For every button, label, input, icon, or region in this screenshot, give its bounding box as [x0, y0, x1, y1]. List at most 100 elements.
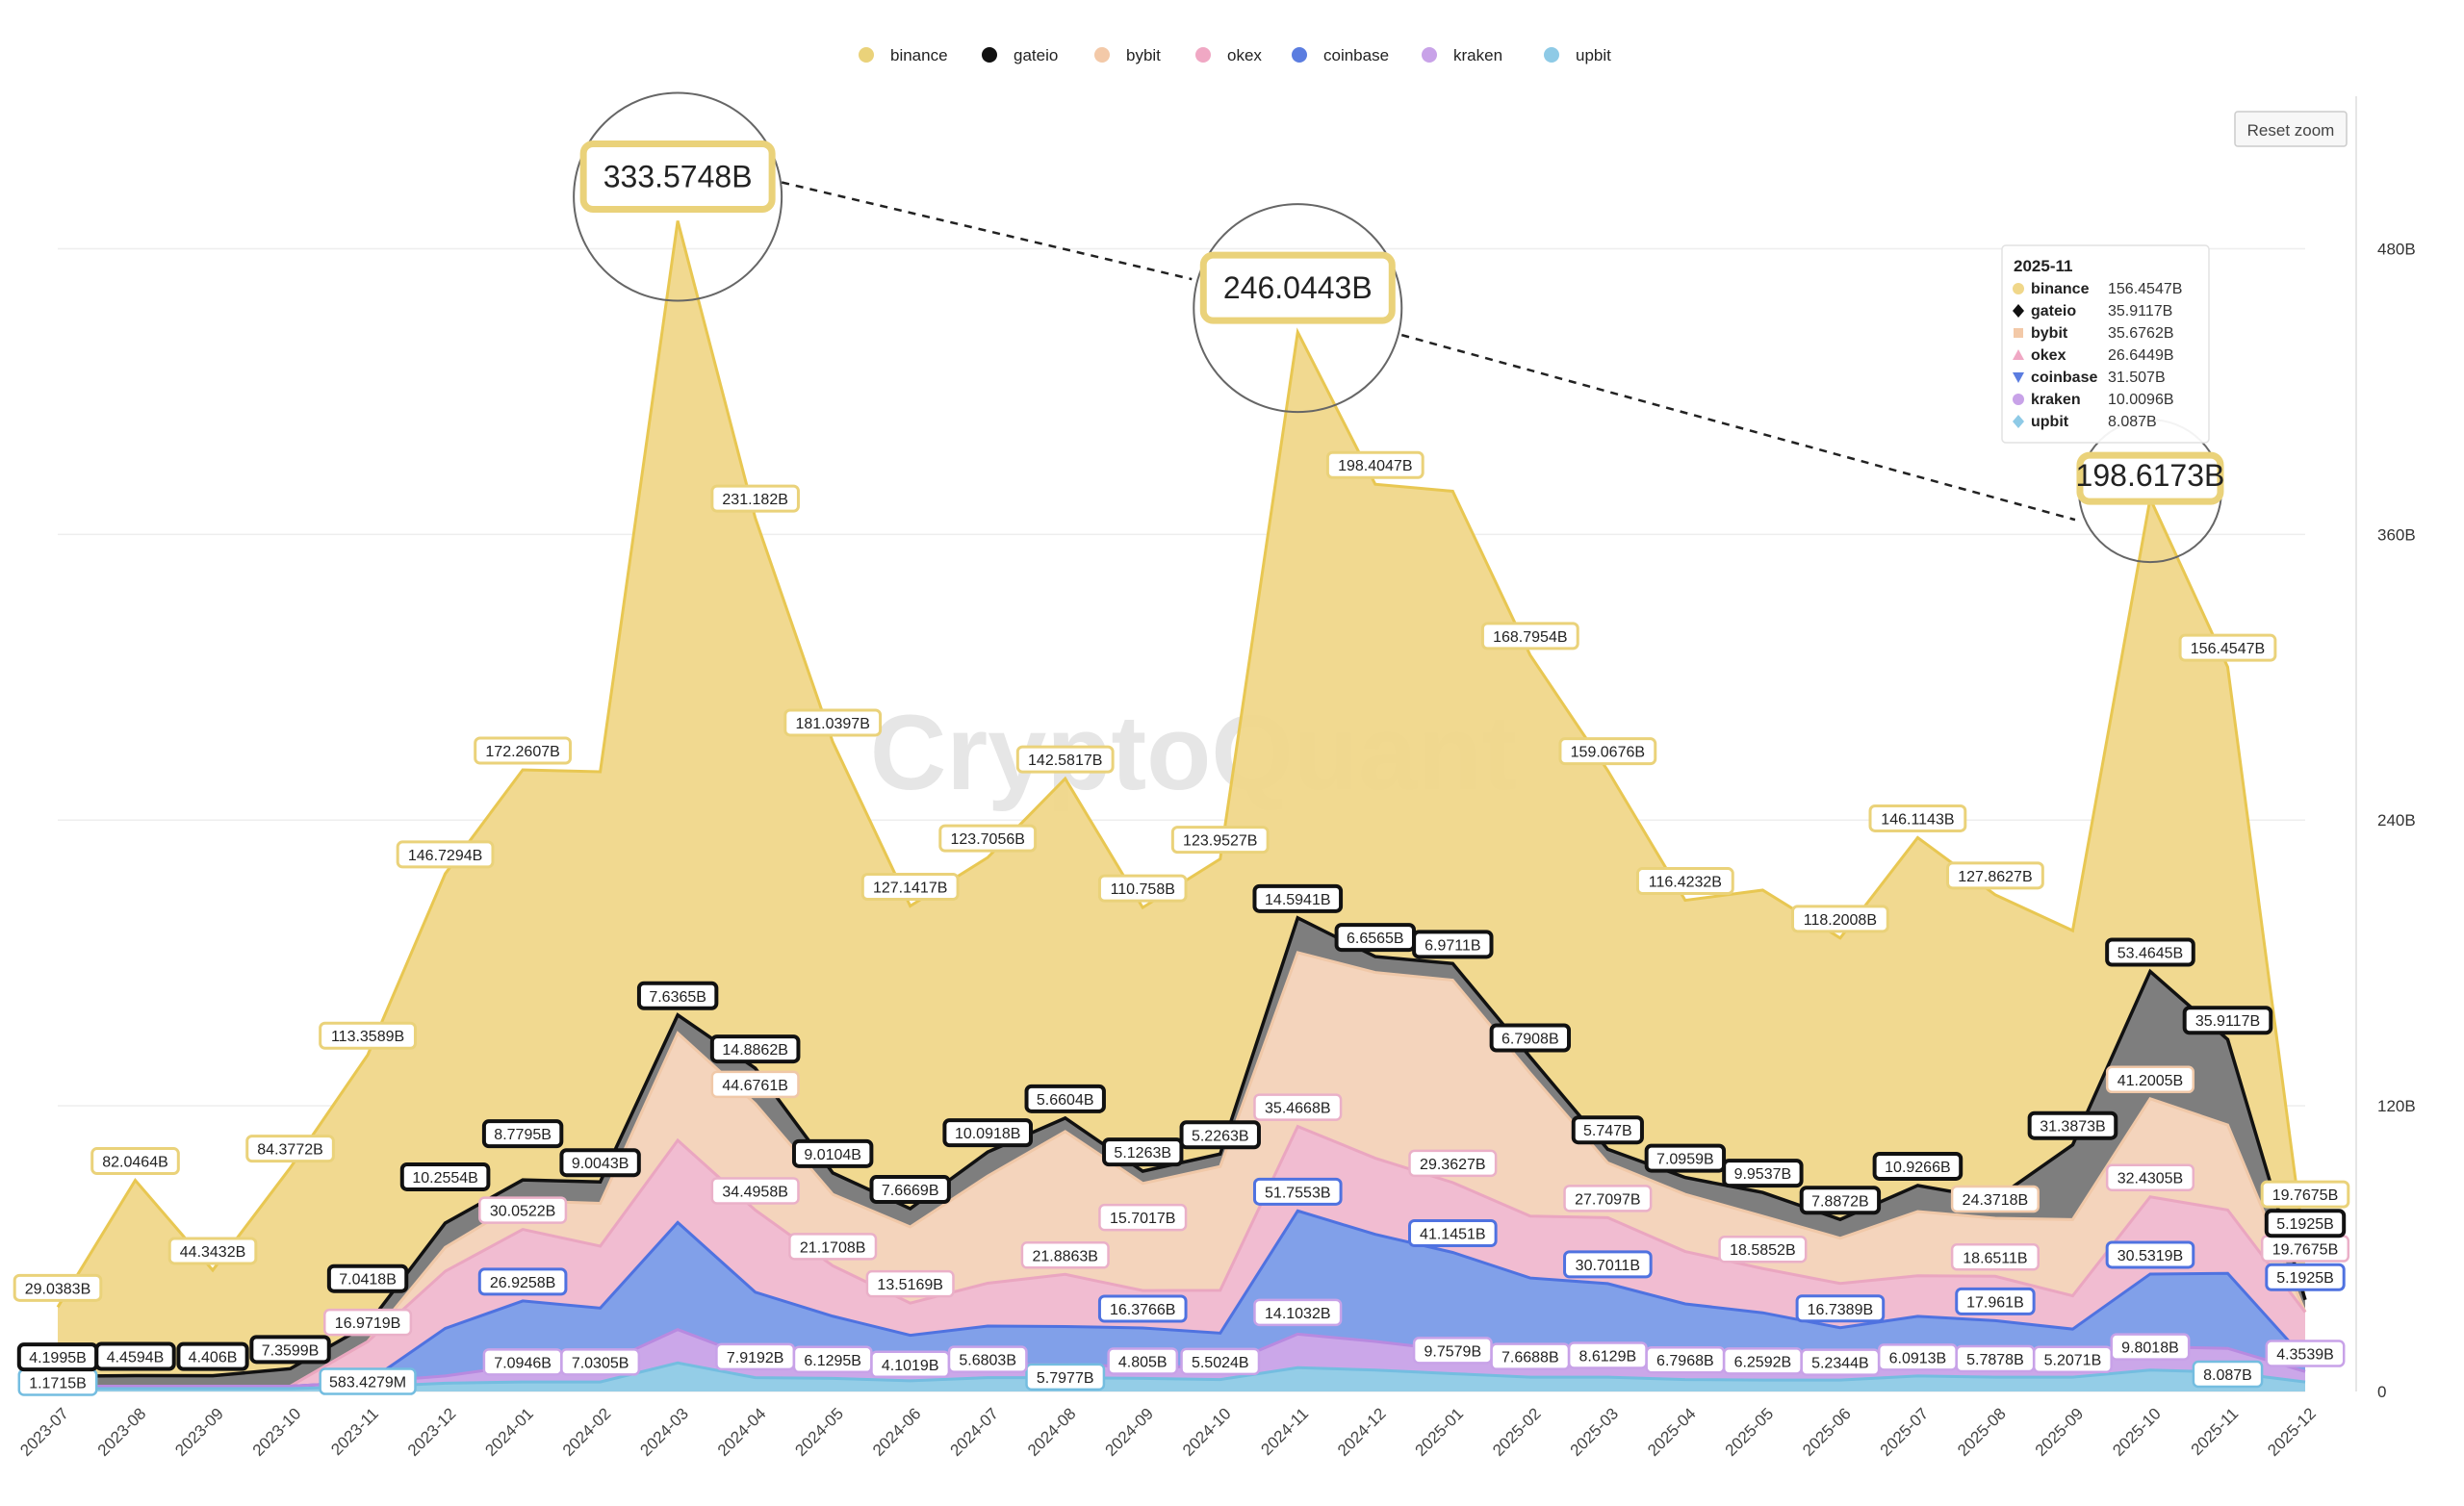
y-tick-label-0: 0: [2377, 1383, 2386, 1401]
data-label-gateio-2025-09: 31.3873B: [2027, 1110, 2118, 1140]
data-label-binance-2025-03: 159.0676B: [1558, 737, 1657, 766]
data-label-text: 18.6511B: [1963, 1250, 2027, 1266]
peak-box-2: [2076, 451, 2224, 505]
data-label-upbit-2023-07: 1.1715B: [17, 1368, 98, 1396]
tooltip-series-name: okex: [2031, 347, 2066, 364]
data-label-text: 6.1295B: [804, 1353, 861, 1369]
tooltip-series-value: 35.9117B: [2108, 303, 2172, 319]
reset-zoom-box[interactable]: [2234, 111, 2348, 147]
data-label-text: 168.7954B: [1493, 629, 1567, 646]
data-label-text: 4.1995B: [29, 1350, 87, 1366]
data-label-okex-2023-11: 16.9719B: [323, 1308, 413, 1337]
data-label-box: [1950, 1185, 2040, 1213]
data-label-text: 6.2592B: [1734, 1354, 1792, 1370]
data-label-text: 10.9266B: [1885, 1160, 1951, 1176]
x-tick-label-2024-12: 2024-12: [1334, 1404, 1390, 1460]
x-tick-label-2023-11: 2023-11: [327, 1404, 382, 1459]
data-label-binance-2024-09: 110.758B: [1097, 874, 1188, 903]
data-label-kraken-2024-06: 4.1019B: [870, 1350, 951, 1379]
data-label-bybit-2024-04: 44.6761B: [710, 1070, 800, 1099]
legend-item-okex[interactable]: okex: [1195, 46, 1262, 64]
data-label-bybit-2025-08: 24.3718B: [1950, 1185, 2040, 1213]
data-label-text: 13.5169B: [877, 1277, 943, 1293]
data-label-text: 181.0397B: [795, 716, 869, 732]
legend-marker-okex: [1195, 47, 1211, 63]
data-label-text: 146.7294B: [408, 848, 482, 864]
data-label-gateio-2025-06: 7.8872B: [1799, 1186, 1882, 1215]
data-label-box: [1563, 1250, 1653, 1279]
data-label-box: [2032, 1345, 2113, 1373]
tooltip-row-kraken: kraken 10.0096B: [2013, 392, 2174, 408]
data-label-okex-2024-06: 13.5169B: [865, 1269, 955, 1298]
data-label-text: 113.3589B: [331, 1029, 404, 1045]
legend-item-upbit[interactable]: upbit: [1544, 46, 1611, 64]
data-label-text: 5.2071B: [2044, 1353, 2102, 1369]
data-label-box: [783, 708, 883, 737]
data-label-box: [1107, 1347, 1179, 1375]
data-label-text: 6.0913B: [1889, 1350, 1947, 1366]
data-label-box: [1480, 622, 1579, 651]
legend[interactable]: binance gateio bybit okex coinbase kraken upbi…: [859, 46, 1611, 64]
data-label-text: 6.9711B: [1424, 937, 1480, 954]
peak-box-0: [579, 140, 776, 213]
data-label-text: 14.8862B: [722, 1042, 788, 1059]
data-label-text: 41.1451B: [1420, 1227, 1486, 1243]
data-label-box: [2105, 1065, 2195, 1094]
data-label-box: [477, 1267, 568, 1296]
data-label-box: [710, 1070, 800, 1099]
data-label-gateio-2024-04: 14.8862B: [709, 1034, 801, 1064]
data-label-box: [1097, 874, 1188, 903]
legend-item-gateio[interactable]: gateio: [982, 46, 1058, 64]
area-okex: [58, 1126, 2305, 1387]
tooltip: 2025-11 binance 156.4547B gateio 35.9117B byb…: [2001, 244, 2210, 444]
data-label-box: [245, 1135, 335, 1163]
data-label-okex-2025-01: 29.3627B: [1408, 1149, 1498, 1178]
data-label-coinbase-2024-11: 51.7553B: [1252, 1177, 1343, 1206]
legend-item-binance[interactable]: binance: [859, 46, 948, 64]
data-label-text: 14.1032B: [1265, 1306, 1331, 1322]
data-label-text: 7.0418B: [339, 1272, 397, 1289]
data-label-bybit-2025-10: 41.2005B: [2105, 1065, 2195, 1094]
x-tick-label-2025-06: 2025-06: [1799, 1404, 1855, 1460]
data-label-gateio-2025-02: 6.7908B: [1489, 1023, 1572, 1053]
x-axis: 2023-07 2023-08 2023-09 2023-10 2023-11 2023-…: [16, 1404, 2320, 1460]
data-label-text: 16.7389B: [1808, 1302, 1874, 1318]
tooltip-series-value: 31.507B: [2108, 370, 2166, 386]
reset-zoom-button[interactable]: Reset zoom: [2234, 111, 2348, 147]
tooltip-series-value: 10.0096B: [2108, 392, 2174, 408]
data-label-binance-2023-08: 82.0464B: [90, 1147, 180, 1176]
data-label-box: [399, 1161, 491, 1191]
peak-annotation-0: 333.5748B: [573, 91, 783, 302]
tooltip-marker-okex: [2013, 349, 2024, 360]
reset-zoom-label[interactable]: Reset zoom: [2247, 121, 2335, 140]
data-label-box: [559, 1148, 641, 1178]
data-label-text: 9.8018B: [2121, 1340, 2179, 1357]
data-label-kraken-2025-01: 9.7579B: [1412, 1337, 1493, 1365]
tooltip-series-value: 156.4547B: [2108, 281, 2182, 297]
peak-box-1: [1199, 251, 1396, 324]
data-label-binance-2024-08: 142.5817B: [1015, 745, 1115, 774]
data-label-gateio-2024-11: 14.5941B: [1252, 883, 1344, 913]
legend-item-coinbase[interactable]: coinbase: [1292, 46, 1389, 64]
x-tick-label-2024-05: 2024-05: [791, 1404, 847, 1460]
data-label-text: 8.6129B: [1579, 1349, 1637, 1366]
data-label-text: 24.3718B: [1963, 1192, 2029, 1209]
data-label-text: 7.6669B: [882, 1183, 939, 1199]
data-label-box: [791, 1138, 874, 1168]
data-label-gateio-2023-08: 4.4594B: [94, 1341, 176, 1371]
data-label-text: 231.182B: [722, 492, 788, 508]
data-label-coinbase-2024-01: 26.9258B: [477, 1267, 568, 1296]
legend-item-bybit[interactable]: bybit: [1094, 46, 1161, 64]
data-label-binance-2023-10: 84.3772B: [245, 1135, 335, 1163]
data-label-text: 34.4958B: [722, 1184, 788, 1200]
data-label-box: [481, 1119, 564, 1149]
data-label-okex-2024-05: 21.1708B: [788, 1233, 878, 1261]
data-label-upbit-2025-11: 8.087B: [2192, 1360, 2264, 1389]
data-label-okex-2024-04: 34.4958B: [710, 1177, 800, 1205]
data-label-box: [1563, 1185, 1653, 1212]
data-label-box: [2192, 1360, 2264, 1389]
tooltip-row-bybit: bybit 35.6762B: [2014, 325, 2174, 342]
x-tick-label-2023-10: 2023-10: [249, 1404, 305, 1460]
data-label-text: 7.9192B: [727, 1350, 784, 1366]
legend-item-kraken[interactable]: kraken: [1422, 46, 1502, 64]
